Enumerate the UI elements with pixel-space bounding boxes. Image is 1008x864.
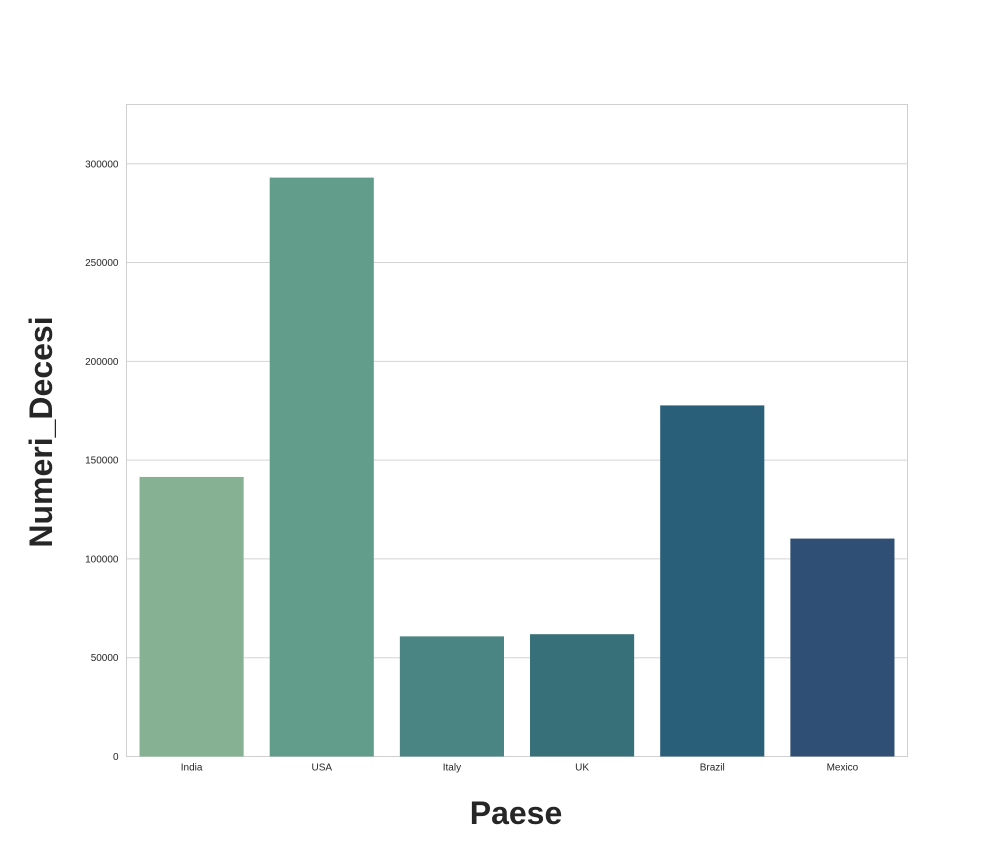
x-tick-label: Italy: [443, 763, 461, 774]
bar-india: [139, 476, 244, 757]
y-tick-label: 100000: [85, 554, 119, 565]
y-axis-title: Numeri_Decesi: [23, 316, 59, 547]
y-tick-label: 150000: [85, 456, 119, 467]
plot-background: [126, 104, 908, 757]
y-tick-labels: 0 50000 100000 150000 200000 250000 300000: [85, 159, 119, 763]
y-tick-label: 200000: [85, 357, 119, 368]
y-tick-label: 50000: [91, 653, 119, 664]
x-axis-title: Paese: [470, 795, 563, 831]
x-tick-label: USA: [311, 763, 332, 774]
x-tick-label: Brazil: [700, 763, 725, 774]
y-tick-label: 250000: [85, 258, 119, 269]
bars: [139, 177, 895, 757]
bar-usa: [269, 177, 374, 757]
x-tick-label: India: [181, 763, 203, 774]
bar-italy: [399, 636, 504, 757]
x-tick-label: Mexico: [827, 763, 859, 774]
bar-uk: [530, 634, 635, 757]
y-tick-label: 300000: [85, 159, 119, 170]
bar-brazil: [660, 405, 765, 757]
x-tick-label: UK: [575, 763, 589, 774]
y-tick-label: 0: [113, 752, 119, 763]
grid-lines: [126, 163, 908, 659]
x-tick-labels: India USA Italy UK Brazil Mexico: [181, 763, 859, 774]
bar-mexico: [790, 538, 895, 757]
